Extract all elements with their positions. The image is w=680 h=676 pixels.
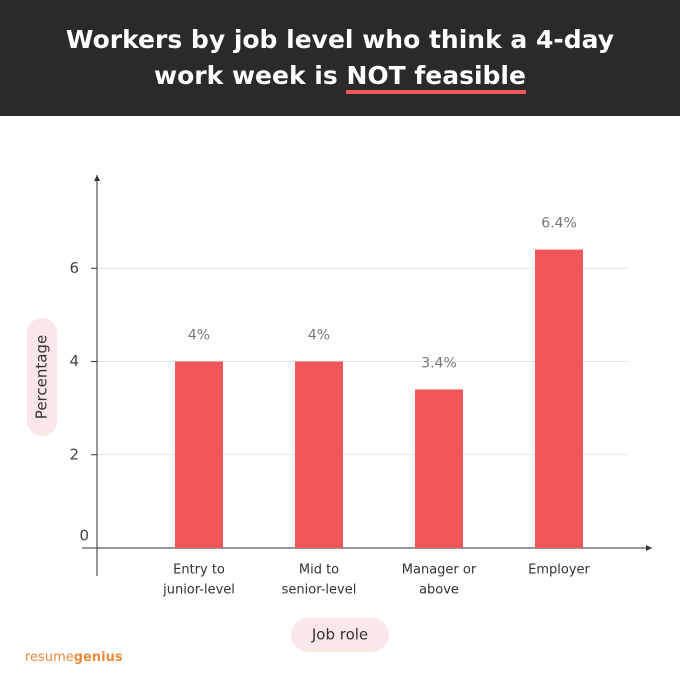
brand-bold: genius (74, 650, 123, 665)
title-text: Workers by job level who think a 4-day w… (65, 25, 615, 90)
value-label: 6.4% (541, 216, 577, 232)
x-tick-label: above (419, 583, 459, 598)
x-arrow (646, 545, 652, 551)
y-label-pill (27, 318, 57, 436)
value-label: 4% (188, 328, 210, 344)
x-axis-label: Job role (311, 626, 368, 644)
bar (295, 361, 343, 548)
title-highlight: NOT feasible (346, 61, 526, 94)
y-tick-label: 2 (69, 445, 79, 463)
x-tick-label: senior-level (282, 583, 357, 598)
value-label: 3.4% (421, 355, 457, 371)
brand: resumegenius (25, 650, 123, 665)
brand-light: resume (25, 650, 74, 665)
chart-title: Workers by job level who think a 4-day w… (50, 22, 630, 94)
y-tick-label: 6 (69, 259, 79, 277)
y-arrow (94, 175, 100, 181)
value-label: 4% (308, 328, 330, 344)
header: Workers by job level who think a 4-day w… (0, 0, 680, 116)
y-tick-label: 4 (69, 352, 79, 370)
x-tick-label: Entry to (173, 563, 225, 578)
x-tick-label: Mid to (299, 563, 339, 578)
y-tick-label: 0 (79, 527, 89, 545)
x-tick-label: Manager or (402, 563, 477, 578)
x-label-pill (291, 618, 389, 652)
y-axis-label: Percentage (33, 335, 51, 419)
x-tick-label: junior-level (162, 583, 235, 598)
x-tick-label: Employer (528, 563, 590, 578)
bar (175, 361, 223, 548)
bar (535, 249, 583, 548)
bar (415, 389, 463, 548)
